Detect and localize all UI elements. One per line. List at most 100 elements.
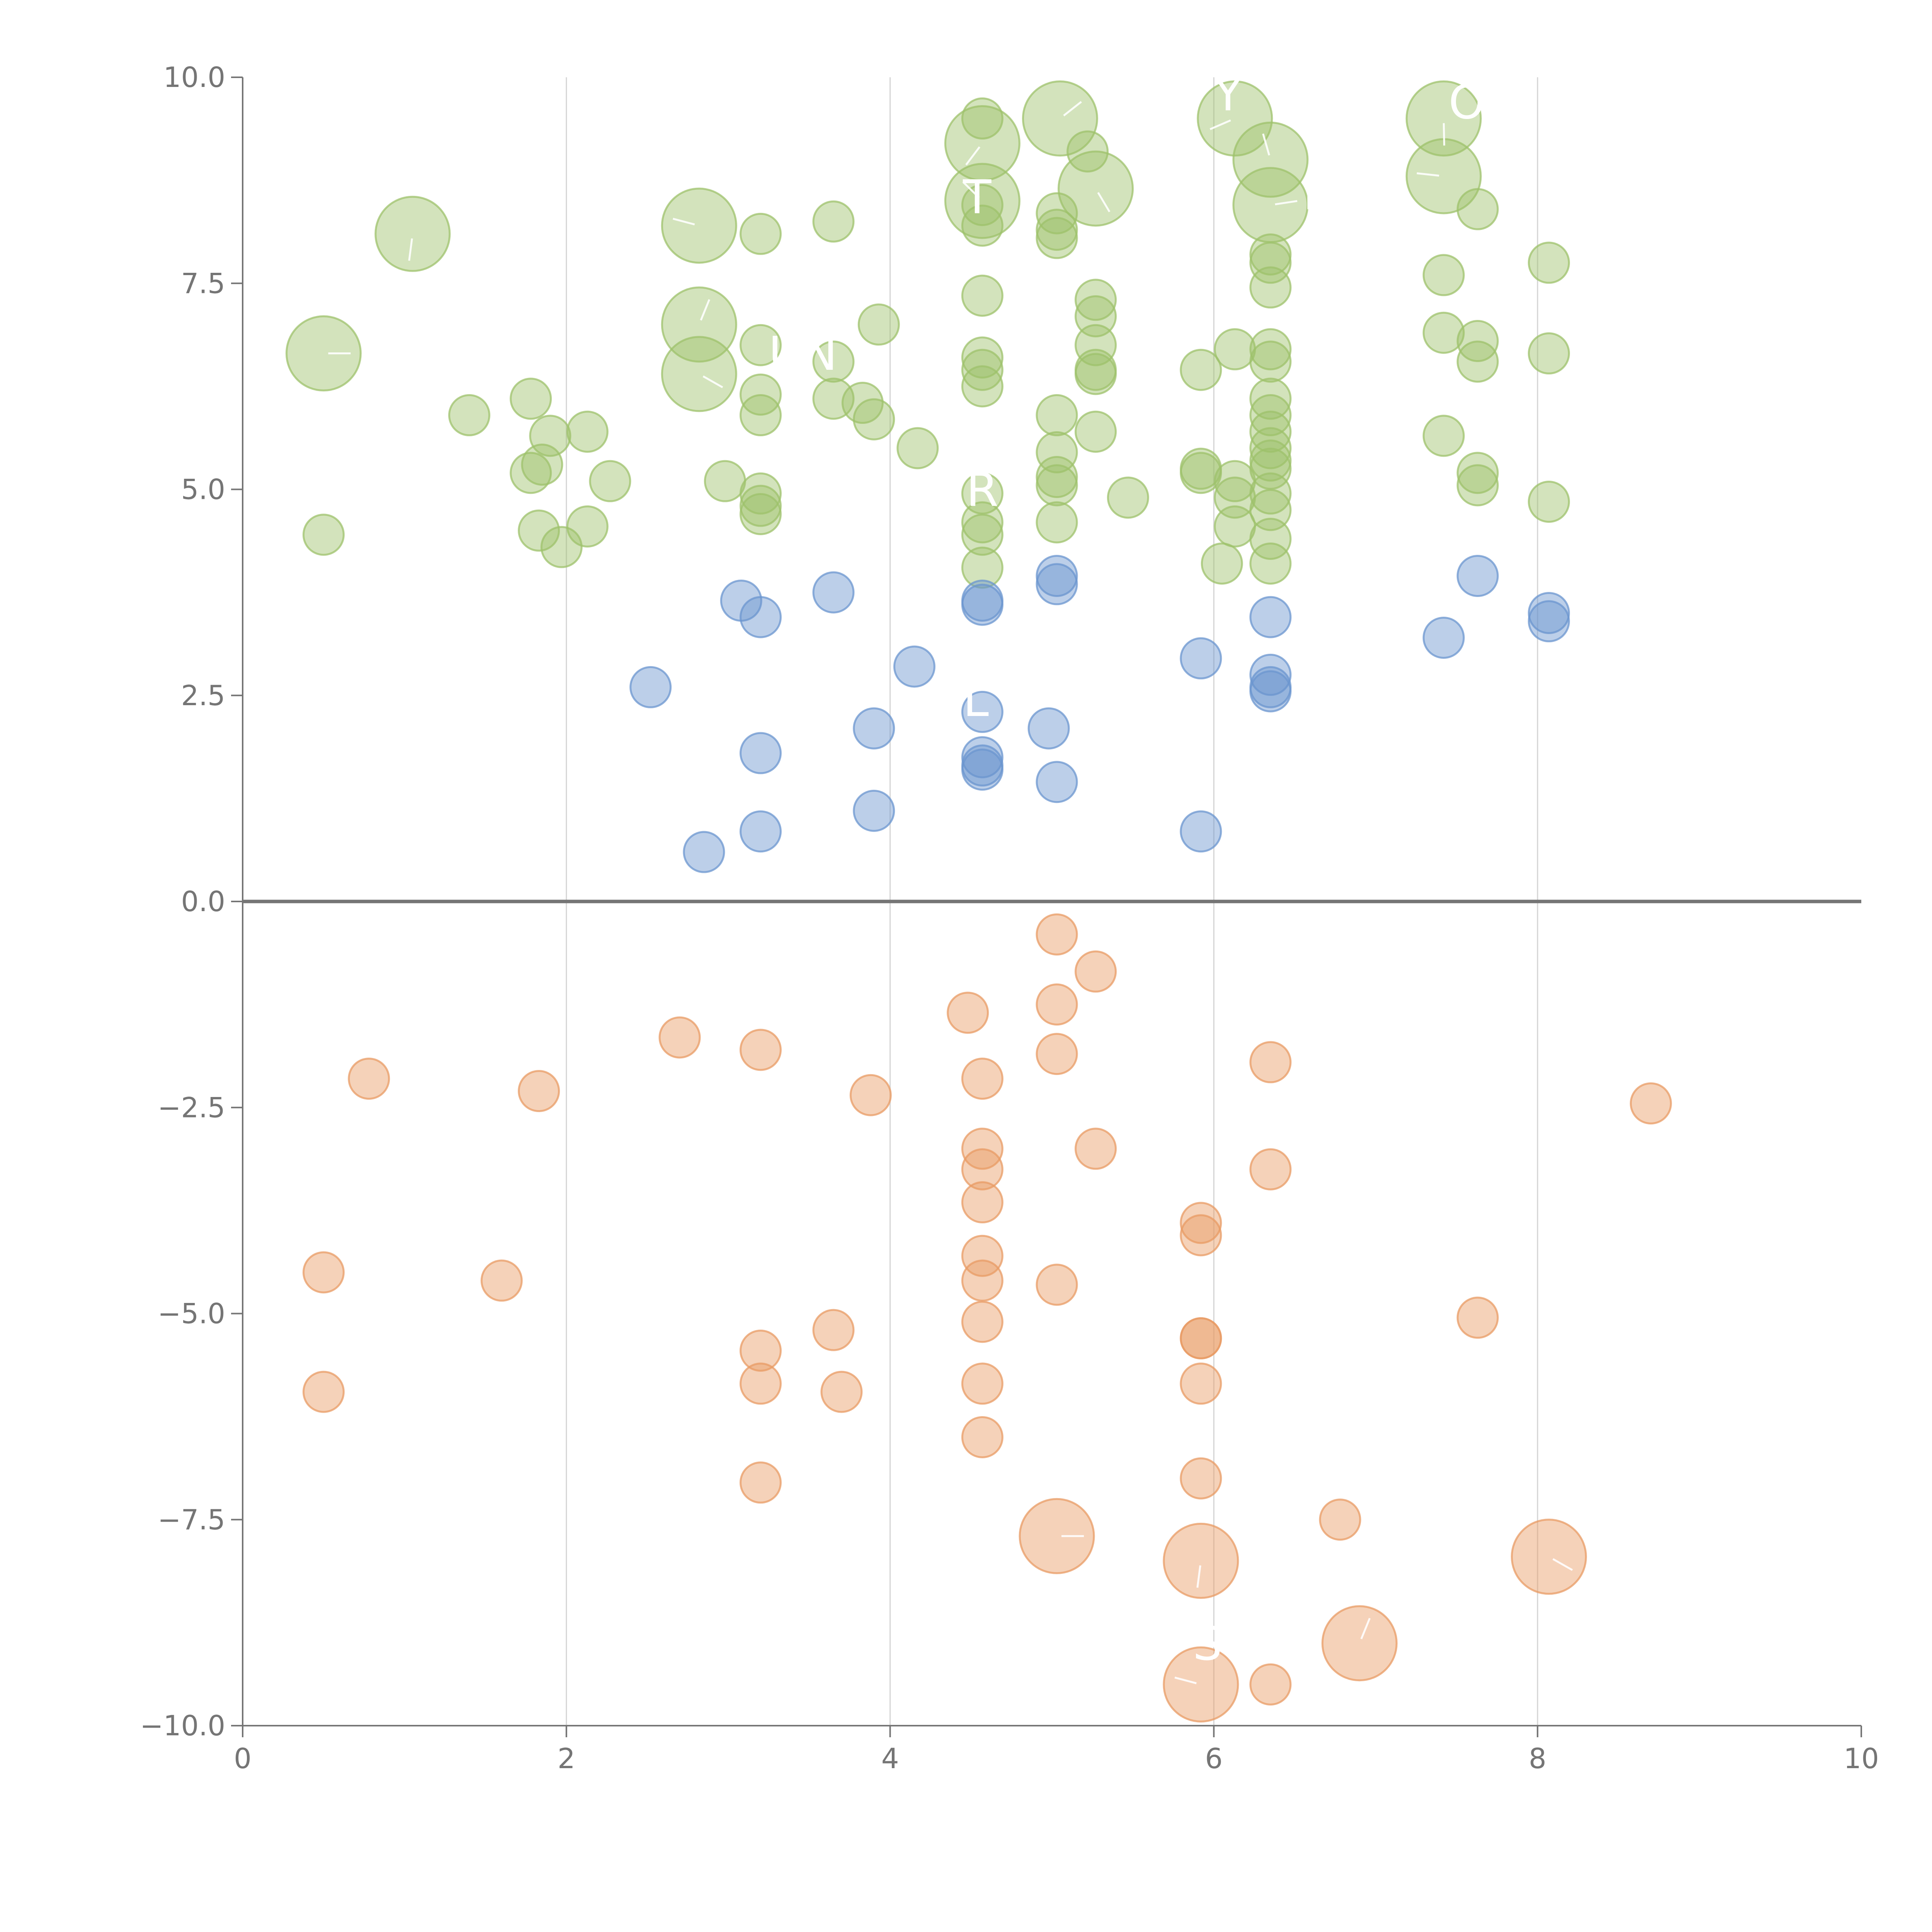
high-bubble <box>1201 542 1243 585</box>
high-bubble <box>1075 324 1117 366</box>
low-leader-line <box>1174 1677 1197 1684</box>
low-bubble <box>1180 1214 1222 1257</box>
low-leader-line <box>1552 1558 1573 1571</box>
low-bubble <box>1019 1498 1095 1574</box>
high-bubble <box>1036 501 1078 544</box>
mid-bubble <box>812 571 855 614</box>
high-bubble <box>739 213 782 255</box>
high-bubble <box>961 501 1003 544</box>
high-bubble <box>1249 340 1292 383</box>
high-bubble <box>540 526 583 568</box>
high-bubble <box>857 303 900 346</box>
y-tick-label: 7.5 <box>181 267 225 299</box>
high-leader-line <box>965 146 981 166</box>
high-bubble <box>1249 542 1292 585</box>
x-tick-label: 0 <box>234 1742 252 1775</box>
low-bubble <box>739 1329 782 1372</box>
low-bubble <box>1036 1264 1078 1306</box>
high-bubble <box>1405 80 1482 157</box>
high-leader-line <box>1209 119 1231 130</box>
high-bubble <box>566 505 609 548</box>
high-bubble <box>1456 340 1499 383</box>
mid-bubble <box>629 666 672 708</box>
high-bubble <box>1180 452 1222 494</box>
low-bubble <box>739 1461 782 1504</box>
low-bubble <box>961 1301 1003 1343</box>
high-bubble <box>1036 464 1078 507</box>
high-leader-line <box>408 238 413 261</box>
low-leader-line <box>1360 1617 1371 1639</box>
high-bubble <box>448 394 490 437</box>
mid-bubble <box>739 810 782 853</box>
high-bubble <box>1232 121 1309 198</box>
mid-bubble <box>1249 670 1292 713</box>
bubble-label: Y <box>1213 68 1242 121</box>
low-bubble <box>1075 1128 1117 1170</box>
high-bubble <box>961 97 1003 140</box>
high-bubble <box>1456 188 1499 230</box>
high-bubble <box>1249 517 1292 560</box>
bubble-label: UN <box>769 327 837 381</box>
high-bubble <box>739 493 782 535</box>
low-bubble <box>961 1058 1003 1100</box>
high-bubble <box>661 336 737 412</box>
mid-bubble <box>739 596 782 638</box>
bubble-label: OV <box>1449 76 1516 130</box>
high-bubble <box>961 514 1003 556</box>
low-bubble <box>480 1259 523 1302</box>
low-bubble <box>739 1029 782 1071</box>
high-bubble <box>1075 353 1117 395</box>
high-bubble <box>1036 431 1078 474</box>
high-bubble <box>1249 472 1292 515</box>
x-tick-label: 8 <box>1529 1742 1546 1775</box>
mid-bubble <box>1036 761 1078 803</box>
high-bubble <box>961 546 1003 589</box>
high-bubble <box>1058 150 1134 227</box>
y-tick-label: 2.5 <box>181 679 225 712</box>
high-bubble <box>896 427 939 469</box>
high-bubble <box>1528 480 1570 523</box>
low-bubble <box>1163 1522 1239 1599</box>
high-bubble <box>1249 266 1292 309</box>
high-bubble <box>1232 167 1309 243</box>
high-bubble <box>1528 332 1570 375</box>
x-tick-label: 4 <box>881 1742 899 1775</box>
mid-bubble <box>1180 637 1222 680</box>
high-bubble <box>1107 476 1149 519</box>
x-tick-label: 6 <box>1205 1742 1223 1775</box>
y-tick-label: −10.0 <box>140 1709 225 1742</box>
low-bubble <box>961 1235 1003 1277</box>
y-tick-label: −7.5 <box>158 1503 225 1536</box>
high-leader-line <box>700 299 711 321</box>
high-leader-line <box>1262 133 1270 156</box>
high-bubble <box>521 444 563 486</box>
high-bubble <box>1214 505 1256 548</box>
high-bubble <box>1036 394 1078 437</box>
low-bubble <box>947 992 989 1034</box>
mid-bubble <box>1180 810 1222 853</box>
high-bubble <box>1249 410 1292 453</box>
high-bubble <box>961 336 1003 379</box>
low-bubble <box>1456 1296 1499 1339</box>
mid-bubble <box>961 583 1003 626</box>
bubble-label: T <box>963 171 992 224</box>
high-bubble <box>661 286 737 363</box>
low-bubble <box>1511 1519 1587 1595</box>
mid-bubble <box>853 707 895 750</box>
high-bubble <box>589 460 631 502</box>
high-bubble <box>374 196 451 272</box>
high-bubble <box>961 472 1003 515</box>
high-bubble <box>1075 279 1117 321</box>
y-tick-label: −5.0 <box>158 1298 225 1330</box>
high-bubble <box>1075 295 1117 338</box>
low-bubble <box>1629 1082 1672 1125</box>
mid-bubble <box>739 732 782 774</box>
high-bubble <box>302 514 345 556</box>
y-tick-label: 5.0 <box>181 473 225 506</box>
low-bubble <box>518 1070 560 1112</box>
y-tick-label: 10.0 <box>163 61 225 94</box>
mid-bubble <box>1249 596 1292 638</box>
low-bubble <box>1036 913 1078 956</box>
low-bubble <box>1249 1148 1292 1190</box>
